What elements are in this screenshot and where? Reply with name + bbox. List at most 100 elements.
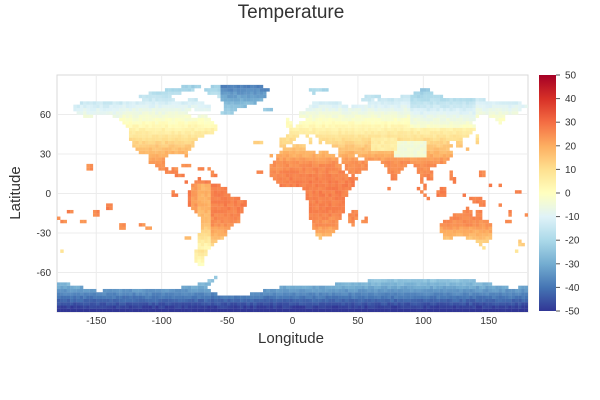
heatmap-cell <box>318 190 323 194</box>
heatmap-cell <box>459 104 463 109</box>
heatmap-cell <box>325 209 329 214</box>
heatmap-cell <box>420 130 424 135</box>
heatmap-cell <box>142 130 146 135</box>
heatmap-cell <box>312 203 316 207</box>
heatmap-cell <box>86 292 90 296</box>
heatmap-cell <box>416 279 421 283</box>
heatmap-cell <box>289 121 293 125</box>
heatmap-cell <box>272 295 277 299</box>
heatmap-cell <box>321 216 326 220</box>
heatmap-cell <box>364 295 368 299</box>
heatmap-cell <box>390 147 395 151</box>
heatmap-cell <box>164 147 169 151</box>
heatmap-cell <box>403 282 408 286</box>
heatmap-cell <box>171 101 175 105</box>
heatmap-cell <box>204 183 208 188</box>
colorbar-tick-label: -40 <box>565 283 580 294</box>
heatmap-cell <box>348 170 352 174</box>
heatmap-cell <box>354 295 359 299</box>
heatmap-cell <box>200 121 205 125</box>
heatmap-cell <box>308 308 313 312</box>
heatmap-cell <box>269 173 274 178</box>
heatmap-cell <box>171 127 175 132</box>
heatmap-cell <box>178 127 182 132</box>
heatmap-cell <box>351 180 355 184</box>
heatmap-cell <box>423 150 427 155</box>
heatmap-cell <box>429 150 434 155</box>
heatmap-cell <box>249 101 254 105</box>
heatmap-cell <box>168 124 172 128</box>
heatmap-cell <box>63 295 67 299</box>
heatmap-cell <box>233 206 238 211</box>
heatmap-cell <box>410 160 414 165</box>
heatmap-cell <box>315 203 319 207</box>
heatmap-cell <box>187 127 192 132</box>
heatmap-cell <box>174 147 179 151</box>
heatmap-cell <box>318 180 323 184</box>
heatmap-cell <box>217 206 221 211</box>
heatmap-cell <box>158 134 162 138</box>
heatmap-cell <box>223 213 228 217</box>
heatmap-cell <box>184 147 188 151</box>
heatmap-cell <box>285 147 290 151</box>
heatmap-cell <box>390 104 395 109</box>
heatmap-cell <box>380 130 385 135</box>
heatmap-cell <box>341 130 345 135</box>
x-tick-label: 50 <box>352 316 364 327</box>
heatmap-cell <box>318 140 323 145</box>
heatmap-cell <box>400 288 404 293</box>
heatmap-cell <box>207 236 211 240</box>
heatmap-cell <box>374 154 378 158</box>
heatmap-cell <box>403 292 408 296</box>
heatmap-cell <box>214 186 218 191</box>
heatmap-cell <box>148 104 152 109</box>
heatmap-cell <box>187 107 192 112</box>
heatmap-cell <box>132 104 136 109</box>
heatmap-cell <box>331 193 336 197</box>
heatmap-cell <box>377 150 381 155</box>
heatmap-cell <box>485 107 489 112</box>
heatmap-cell <box>328 186 332 191</box>
heatmap-cell <box>442 282 447 286</box>
heatmap-cell <box>236 206 241 211</box>
heatmap-cell <box>223 98 228 102</box>
heatmap-cell <box>263 288 267 293</box>
heatmap-cell <box>63 292 67 296</box>
heatmap-cell <box>171 292 175 296</box>
heatmap-cell <box>410 144 414 148</box>
heatmap-cell <box>462 216 466 220</box>
heatmap-cell <box>465 288 470 293</box>
heatmap-cell <box>446 298 450 303</box>
heatmap-cell <box>315 154 319 158</box>
heatmap-cell <box>243 302 247 306</box>
heatmap-cell <box>413 163 417 168</box>
heatmap-cell <box>318 167 323 171</box>
heatmap-cell <box>181 308 185 312</box>
heatmap-cell <box>276 170 280 174</box>
heatmap-cell <box>315 216 319 220</box>
heatmap-cell <box>181 88 185 92</box>
heatmap-cell <box>400 121 404 125</box>
heatmap-cell <box>96 107 100 112</box>
heatmap-cell <box>328 114 332 118</box>
heatmap-cell <box>397 130 401 135</box>
heatmap-cell <box>184 140 188 145</box>
heatmap-cell <box>83 292 87 296</box>
heatmap-cell <box>128 134 133 138</box>
heatmap-cell <box>328 223 332 227</box>
heatmap-cell <box>200 104 205 109</box>
heatmap-cell <box>478 107 483 112</box>
heatmap-cell <box>207 292 211 296</box>
heatmap-cell <box>207 127 211 132</box>
heatmap-cell <box>151 114 156 118</box>
heatmap-cell <box>269 154 274 158</box>
heatmap-cell <box>171 121 175 125</box>
heatmap-cell <box>469 196 473 201</box>
heatmap-cell <box>325 163 329 168</box>
heatmap-cell <box>92 213 97 217</box>
heatmap-cell <box>60 302 64 306</box>
heatmap-cell <box>321 177 326 181</box>
heatmap-cell <box>289 163 293 168</box>
heatmap-cell <box>164 91 169 95</box>
heatmap-cell <box>181 292 185 296</box>
